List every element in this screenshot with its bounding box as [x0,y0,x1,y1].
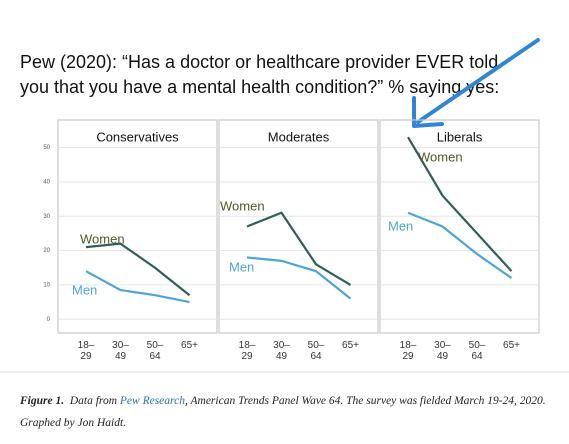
line-series [407,211,513,279]
series-label: Men [72,282,97,297]
line-series [85,270,190,304]
y-tick-label: 40 [43,179,50,185]
panel-title: Liberals [437,129,483,144]
caption-link[interactable]: Pew Research [119,395,185,407]
panel-frame [57,119,218,334]
x-tick-label: 30–49 [112,340,129,362]
x-tick-label: 65+ [342,340,359,351]
series-label: Men [388,218,413,233]
line-series [85,242,191,297]
x-tick-label: 30–49 [273,340,290,362]
panel-frame [379,119,540,334]
x-tick-label: 50–64 [307,340,325,362]
panel-title: Conservatives [96,129,179,144]
y-tick-label: 0 [47,317,51,323]
line-series [246,256,352,300]
caption-label: Figure 1. [20,395,65,407]
caption-text: , American Trends Panel Wave 64. The sur… [20,395,546,429]
y-tick-label: 30 [43,214,50,220]
chart-title: Pew (2020): “Has a doctor or healthcare … [20,52,499,72]
x-tick-label: 18–29 [238,340,256,362]
series-label: Women [220,198,265,213]
y-tick-label: 10 [43,282,50,288]
caption-text: Data from [69,395,118,407]
line-series [407,136,513,272]
chart-title: you that you have a mental health condit… [20,77,500,97]
arrow [412,38,540,128]
x-tick-label: 18–29 [399,340,417,362]
panel-title: Moderates [268,129,330,144]
series-label: Women [418,149,463,164]
y-tick-label: 50 [43,145,50,151]
series-label: Men [229,259,254,274]
y-tick-label: 20 [43,248,50,254]
x-tick-label: 65+ [503,340,520,351]
line-series [246,211,352,286]
x-tick-label: 65+ [181,340,198,351]
x-tick-label: 18–29 [77,340,95,362]
series-label: Women [80,231,125,246]
panel-frame [218,119,379,334]
x-tick-label: 50–64 [146,340,164,362]
x-tick-label: 30–49 [434,340,451,362]
caption: Figure 1. Data from Pew Research, Americ… [20,390,550,434]
x-tick-label: 50–64 [468,340,486,362]
